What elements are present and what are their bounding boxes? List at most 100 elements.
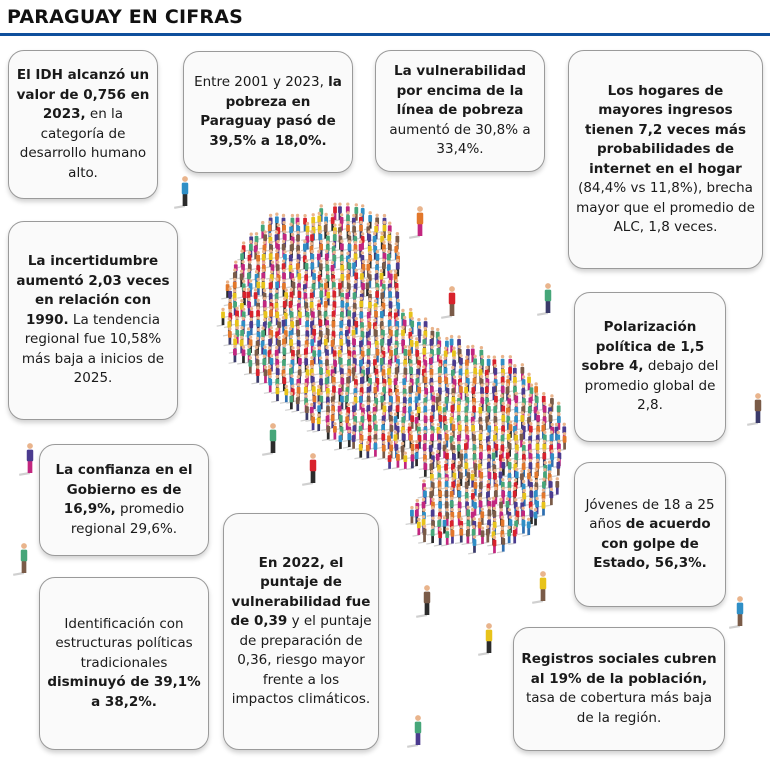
- person-figure: [306, 412, 315, 432]
- card-hogares: Los hogares de mayores ingresos tienen 7…: [568, 50, 763, 269]
- card-text-bold: Los hogares de mayores ingresos tienen 7…: [585, 82, 746, 177]
- person-figure: [305, 335, 315, 355]
- card-confianza: La confianza en el Gobierno es de 16,9%,…: [39, 444, 209, 556]
- person-figure: [284, 222, 293, 242]
- person-figure: [377, 440, 386, 460]
- person-figure: [425, 335, 434, 355]
- person-figure: [237, 345, 246, 365]
- person-figure: [270, 212, 279, 232]
- card-text-bold: disminuyó de 39,1% a 38,2%.: [47, 674, 201, 710]
- page-title: PARAGUAY EN CIFRAS: [7, 6, 244, 28]
- person-figure: [326, 213, 335, 233]
- person-figure: [544, 487, 554, 507]
- card-text-bold: En 2022, el puntaje de vulnerabilidad fu…: [230, 554, 371, 630]
- person-figure: [300, 402, 309, 422]
- person-figure: [398, 364, 408, 384]
- person-figure: [446, 526, 455, 546]
- person-figure: [459, 382, 469, 402]
- person-figure: [375, 391, 385, 412]
- person-figure: [314, 239, 323, 259]
- person-figure: [426, 525, 435, 545]
- person-figure: [342, 429, 352, 449]
- card-text-regular: tasa de cobertura más baja de la región.: [525, 690, 712, 726]
- card-text-regular: La tendencia regional fue 10,58% más baj…: [21, 311, 165, 387]
- person-figure: [398, 451, 408, 471]
- person-figure: [412, 517, 421, 537]
- card-identificacion: Identificación con estructuras políticas…: [39, 577, 209, 750]
- person-figure: [537, 283, 552, 316]
- person-figure: [416, 585, 431, 618]
- person-figure: [342, 306, 352, 326]
- person-figure: [405, 316, 415, 336]
- person-figure: [333, 202, 342, 222]
- person-figure: [223, 327, 232, 347]
- person-figure: [19, 443, 34, 476]
- person-figure: [341, 335, 351, 355]
- person-figure: [340, 412, 350, 432]
- person-figure: [228, 344, 237, 364]
- person-figure: [314, 287, 324, 307]
- person-figure: [13, 543, 28, 576]
- person-figure: [216, 307, 225, 327]
- person-figure: [363, 211, 373, 231]
- person-figure: [389, 374, 398, 394]
- person-figure: [522, 517, 531, 537]
- person-figure: [347, 401, 356, 421]
- person-figure: [467, 401, 476, 422]
- card-text-bold: Polarización política de 1,5 sobre 4,: [581, 319, 705, 375]
- person-figure: [319, 334, 328, 355]
- person-figure: [461, 526, 470, 546]
- person-figure: [249, 241, 258, 261]
- person-figure: [279, 384, 289, 404]
- card-polarizacion: Polarización política de 1,5 sobre 4, de…: [574, 292, 726, 442]
- person-figure: [307, 325, 317, 345]
- person-figure: [308, 391, 317, 411]
- person-figure: [488, 535, 497, 555]
- person-figure: [312, 249, 321, 269]
- person-figure: [496, 354, 505, 375]
- person-figure: [340, 391, 349, 411]
- person-figure: [502, 487, 512, 507]
- card-text: La incertidumbre aumentó 2,03 veces en r…: [15, 252, 171, 389]
- person-figure: [312, 346, 322, 366]
- person-figure: [391, 450, 400, 470]
- card-pobreza: Entre 2001 y 2023, la pobreza en Paragua…: [183, 51, 353, 173]
- person-figure: [454, 525, 464, 545]
- person-figure: [341, 220, 350, 241]
- person-figure: [403, 402, 412, 423]
- person-figure: [515, 411, 525, 431]
- card-text-regular: (84,4% vs 11,8%), brecha mayor que el pr…: [576, 180, 755, 235]
- person-figure: [482, 402, 491, 422]
- person-figure: [243, 356, 253, 376]
- person-figure: [361, 364, 370, 384]
- card-puntaje: En 2022, el puntaje de vulnerabilidad fu…: [223, 513, 379, 750]
- person-figure: [508, 525, 517, 546]
- person-figure: [418, 459, 428, 479]
- person-figure: [354, 336, 363, 356]
- person-figure: [370, 287, 380, 307]
- person-figure: [441, 286, 456, 319]
- person-figure: [473, 517, 482, 537]
- person-figure: [431, 449, 440, 469]
- card-jovenes: Jóvenes de 18 a 25 años de acuerdo con g…: [574, 462, 726, 607]
- person-figure: [407, 715, 422, 748]
- person-figure: [369, 439, 378, 459]
- card-text: Polarización política de 1,5 sobre 4, de…: [581, 318, 719, 416]
- person-figure: [334, 353, 343, 374]
- person-figure: [747, 393, 762, 426]
- person-figure: [406, 450, 415, 471]
- person-figure: [537, 498, 546, 518]
- card-text-regular: debajo del promedio global de 2,8.: [584, 358, 719, 414]
- person-figure: [405, 505, 414, 526]
- person-figure: [284, 391, 294, 411]
- person-figure: [354, 440, 363, 460]
- person-figure: [271, 383, 280, 403]
- person-figure: [424, 487, 434, 507]
- person-figure: [174, 176, 189, 209]
- person-figure: [328, 422, 337, 442]
- card-text-bold: La incertidumbre aumentó 2,03 veces en r…: [16, 253, 170, 328]
- person-figure: [515, 469, 524, 489]
- person-figure: [270, 307, 280, 327]
- person-figure: [262, 423, 277, 456]
- card-text-bold: la pobreza en Paraguay pasó de 39,5% a 1…: [200, 74, 342, 149]
